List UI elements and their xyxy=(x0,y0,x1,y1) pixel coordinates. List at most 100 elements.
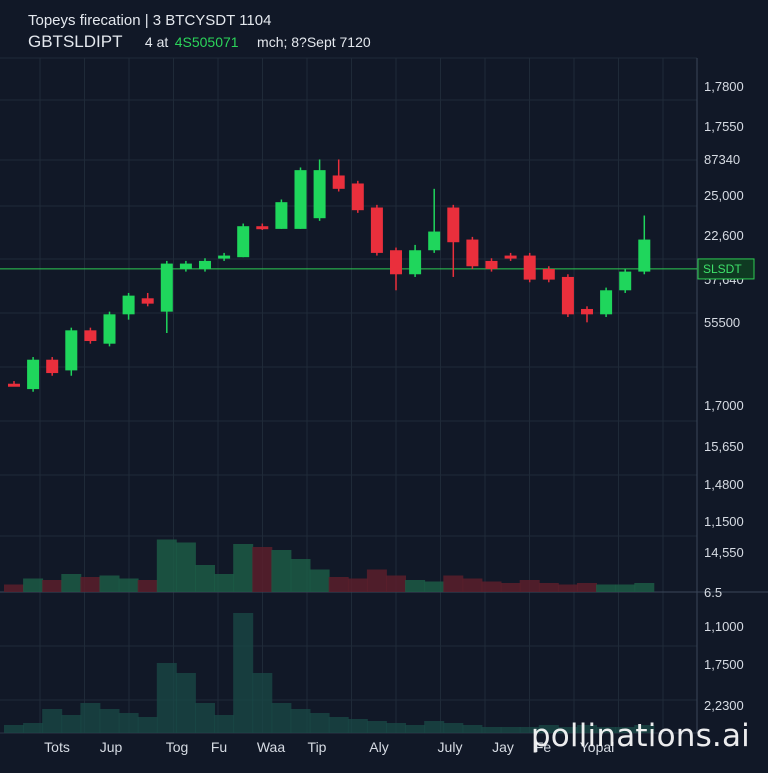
candle xyxy=(141,292,154,307)
candle xyxy=(523,252,536,283)
candle-body xyxy=(447,207,460,243)
volume-bar xyxy=(557,584,578,592)
candle-body xyxy=(160,263,173,312)
lower-volume-bar xyxy=(23,723,44,733)
lower-volume-bar xyxy=(519,727,540,733)
candle-body xyxy=(237,226,250,258)
candle-body xyxy=(409,250,422,275)
candle xyxy=(46,357,59,376)
candle-body xyxy=(275,202,288,229)
volume-bar xyxy=(80,577,101,592)
volume-bar xyxy=(519,580,540,592)
lower-volume-bar xyxy=(405,725,426,733)
candle xyxy=(409,244,422,277)
volume-bar xyxy=(462,578,483,592)
candle xyxy=(638,215,651,275)
candle-body xyxy=(294,170,307,229)
price-tick-label: 1,4800 xyxy=(704,477,744,492)
volume-bar xyxy=(424,581,445,592)
lower-volume-bar xyxy=(443,723,464,733)
volume-bar xyxy=(634,583,655,592)
candle-body xyxy=(638,239,651,272)
lower-volume-bar xyxy=(156,663,177,733)
lower-volume-bar xyxy=(175,673,196,733)
candle-body xyxy=(485,260,498,269)
candle xyxy=(199,258,211,272)
volume-bar xyxy=(233,544,254,592)
volume-bar xyxy=(481,581,502,592)
candle xyxy=(294,167,307,229)
candle xyxy=(275,199,288,229)
candle-body xyxy=(199,260,211,269)
volume-bar xyxy=(195,565,215,592)
volume-bar xyxy=(99,575,120,592)
volume-bar xyxy=(290,559,311,592)
lower-volume-bar xyxy=(42,709,63,733)
x-tick-label: Fe xyxy=(535,739,552,755)
chart-title: Topeys firecation | 3 BTCYSDT 1104 xyxy=(28,12,272,29)
lower-volume-bar xyxy=(214,715,235,733)
lower-volume-bar xyxy=(271,703,292,733)
lower-volume-bar xyxy=(290,709,311,733)
candle xyxy=(370,204,383,256)
candle-body xyxy=(466,239,479,267)
volume-bar xyxy=(23,578,44,592)
candle xyxy=(428,188,441,253)
volume-bar xyxy=(577,583,597,592)
candle-body xyxy=(542,268,555,280)
lower-volume-bar xyxy=(61,715,82,733)
candle-body xyxy=(122,295,135,315)
candle-body xyxy=(561,276,574,315)
symbol-label[interactable]: GBTSLDIPT xyxy=(28,32,123,51)
candle-body xyxy=(256,226,269,230)
x-tick-label: Tots xyxy=(44,739,70,755)
lower-volume-bar xyxy=(99,709,120,733)
volume-bar xyxy=(271,550,292,592)
lower-volume-bar xyxy=(615,727,636,733)
price-tick-label: 87340 xyxy=(704,152,740,167)
candle-body xyxy=(141,298,154,304)
volume-bar xyxy=(366,569,387,592)
candle xyxy=(600,287,613,317)
price-tag-box xyxy=(697,258,755,280)
candle xyxy=(351,180,364,213)
current-price-tag: SLSDT xyxy=(697,258,755,280)
candle-body xyxy=(8,383,20,387)
candle-body xyxy=(581,308,593,315)
candle-body xyxy=(27,359,40,390)
lower-volume-bars xyxy=(4,613,655,733)
candle-body xyxy=(351,183,364,211)
volume-bar xyxy=(615,584,636,592)
price-tick-label: 25,000 xyxy=(704,188,744,203)
candle xyxy=(581,306,593,323)
candle xyxy=(65,327,78,376)
x-tick-label: Tip xyxy=(308,739,327,755)
price-tick-label: 15,650 xyxy=(704,439,744,454)
lower-volume-bar xyxy=(481,727,502,733)
candle-body xyxy=(103,314,116,344)
volume-tick-label: 1,7500 xyxy=(704,657,744,672)
price-tick-label: 55500 xyxy=(704,315,740,330)
lower-volume-bar xyxy=(233,613,254,733)
candles xyxy=(8,159,651,392)
candle xyxy=(103,311,116,347)
price-tick-label: 6.5 xyxy=(704,585,722,600)
symbol-info-row: GBTSLDIPT 4 at 4S505071 mch; 8?Sept 7120 xyxy=(28,32,371,52)
lower-volume-bar xyxy=(557,727,578,733)
candle-body xyxy=(619,271,632,291)
candle xyxy=(160,260,173,334)
x-tick-label: Tog xyxy=(166,739,189,755)
candle xyxy=(27,357,40,392)
volume-bar xyxy=(538,583,559,592)
grid-lines xyxy=(0,57,697,733)
candle xyxy=(8,381,20,387)
x-tick-label: Aly xyxy=(369,739,388,755)
candle-body xyxy=(504,255,517,259)
x-tick-label: Waa xyxy=(257,739,285,755)
candle-body xyxy=(179,263,192,269)
candle-body xyxy=(428,231,441,251)
lower-volume-bar xyxy=(195,703,215,733)
lower-volume-bar xyxy=(366,721,387,733)
